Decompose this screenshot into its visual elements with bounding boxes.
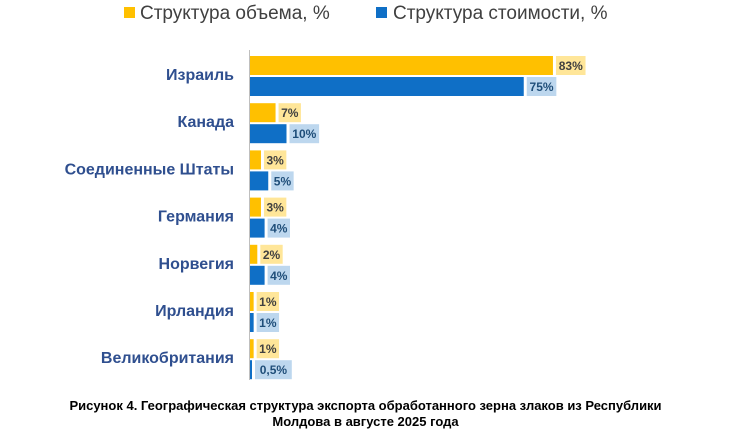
category-label: Великобритания	[101, 350, 234, 367]
chart-legend: Структура объема, % Структура стоимости, …	[124, 3, 608, 24]
data-label-volume: 1%	[259, 295, 277, 309]
data-label-volume: 1%	[259, 342, 277, 356]
data-label-volume: 3%	[266, 153, 284, 167]
bar-value	[250, 265, 265, 285]
data-label-value: 4%	[270, 269, 288, 283]
category-label: Соединенные Штаты	[65, 161, 234, 178]
data-label-value: 1%	[259, 316, 277, 330]
data-label-volume: 2%	[263, 248, 281, 262]
data-label-value: 0,5%	[260, 363, 288, 377]
bar-value	[250, 218, 265, 238]
bar-chart: Структура объема, % Структура стоимости, …	[65, 3, 608, 380]
bar-value	[250, 313, 254, 332]
data-label-volume: 7%	[281, 106, 299, 120]
legend-swatch-1	[124, 7, 135, 18]
data-label-box	[256, 313, 280, 332]
bar-value	[250, 124, 287, 144]
data-label-box	[555, 56, 586, 75]
category-axis-labels: Израиль Канада Соединенные Штаты Германия Но…	[65, 67, 235, 367]
data-label-box	[260, 244, 283, 264]
data-label-box	[256, 339, 280, 359]
data-label-value: 5%	[274, 174, 292, 188]
bar-value	[250, 77, 524, 96]
data-label-value: 75%	[530, 80, 554, 94]
figure-caption-line-1: Рисунок 4. Географическая структура эксп…	[69, 398, 662, 413]
data-label-box	[267, 265, 290, 285]
legend-label-2: Структура стоимости, %	[393, 3, 608, 24]
bar-volume	[250, 103, 276, 123]
chart-bars	[250, 56, 553, 380]
data-label-box	[267, 218, 290, 238]
data-label-value: 4%	[270, 222, 288, 236]
bar-volume	[250, 339, 254, 359]
category-label: Израиль	[166, 67, 234, 84]
data-label-box	[263, 197, 287, 217]
legend-swatch-2	[376, 7, 387, 18]
bar-volume	[250, 292, 254, 311]
data-label-box	[271, 171, 294, 191]
category-label: Норвегия	[159, 256, 234, 273]
category-label: Канада	[178, 114, 235, 131]
chart-data-labels: 83% 75% 7% 10% 3% 5% 3% 4% 2% 4% 1% 1% 1% 0,5%	[255, 56, 586, 380]
bar-volume	[250, 150, 261, 170]
data-label-value: 10%	[292, 127, 316, 141]
category-label: Ирландия	[155, 303, 234, 320]
bar-volume	[250, 56, 553, 75]
data-label-box	[278, 103, 301, 123]
data-label-box	[526, 77, 557, 96]
data-label-box	[263, 150, 287, 170]
data-label-box	[256, 292, 280, 311]
data-label-box	[255, 360, 292, 380]
figure-caption: Рисунок 4. Географическая структура эксп…	[0, 398, 731, 430]
legend-label-1: Структура объема, %	[140, 3, 330, 24]
bar-volume	[250, 244, 258, 264]
bar-value	[250, 360, 252, 380]
figure-caption-line-2: Молдова в августе 2025 года	[272, 414, 459, 429]
data-label-volume: 3%	[266, 201, 284, 215]
category-label: Германия	[158, 209, 234, 226]
data-label-volume: 83%	[559, 59, 583, 73]
bar-value	[250, 171, 269, 191]
data-label-box	[289, 124, 320, 144]
bar-volume	[250, 197, 261, 217]
